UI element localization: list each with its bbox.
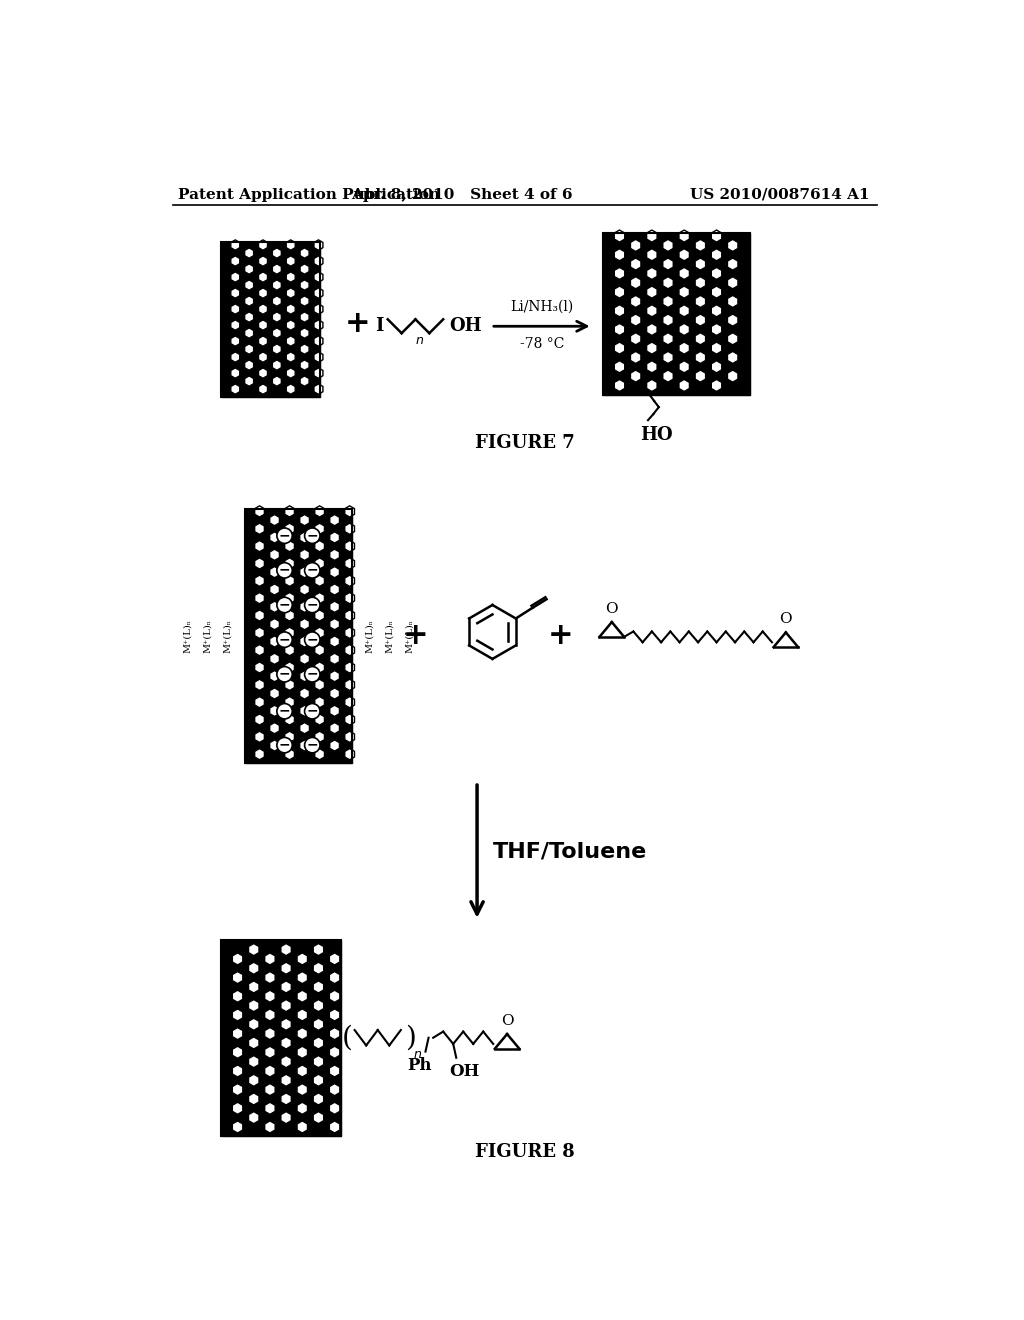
Text: −: − bbox=[306, 738, 318, 751]
Text: O: O bbox=[779, 612, 793, 626]
Circle shape bbox=[276, 738, 292, 752]
Text: −: − bbox=[279, 562, 291, 577]
Text: −: − bbox=[306, 597, 318, 611]
Text: n: n bbox=[416, 334, 423, 347]
Circle shape bbox=[304, 597, 319, 612]
Text: −: − bbox=[279, 528, 291, 543]
Text: +: + bbox=[548, 622, 573, 651]
Bar bbox=[221, 940, 341, 1137]
Text: n: n bbox=[414, 1048, 422, 1061]
Text: US 2010/0087614 A1: US 2010/0087614 A1 bbox=[690, 187, 869, 202]
Bar bbox=[221, 940, 341, 1137]
Bar bbox=[245, 508, 352, 763]
Text: +: + bbox=[345, 309, 371, 338]
Circle shape bbox=[304, 528, 319, 544]
Bar bbox=[603, 234, 750, 395]
Text: −: − bbox=[306, 667, 318, 681]
Text: ): ) bbox=[404, 1024, 416, 1051]
Circle shape bbox=[276, 528, 292, 544]
Text: Patent Application Publication: Patent Application Publication bbox=[178, 187, 440, 202]
Circle shape bbox=[276, 704, 292, 719]
Circle shape bbox=[276, 632, 292, 647]
Text: M⁺(L)ₙ: M⁺(L)ₙ bbox=[223, 619, 232, 653]
Text: M⁺(L)ₙ: M⁺(L)ₙ bbox=[404, 619, 414, 653]
Text: (: ( bbox=[341, 1024, 352, 1051]
Text: −: − bbox=[279, 632, 291, 645]
Text: −: − bbox=[279, 667, 291, 681]
Text: +: + bbox=[402, 622, 428, 651]
Bar bbox=[221, 242, 319, 397]
Circle shape bbox=[276, 667, 292, 682]
Text: O: O bbox=[501, 1014, 513, 1028]
Text: −: − bbox=[306, 528, 318, 543]
Text: Li/NH₃(l): Li/NH₃(l) bbox=[510, 300, 573, 314]
Circle shape bbox=[276, 562, 292, 578]
Circle shape bbox=[304, 632, 319, 647]
Circle shape bbox=[304, 562, 319, 578]
Text: I: I bbox=[376, 317, 384, 335]
Text: −: − bbox=[279, 704, 291, 718]
Circle shape bbox=[304, 738, 319, 752]
Text: FIGURE 7: FIGURE 7 bbox=[475, 434, 574, 453]
Circle shape bbox=[304, 667, 319, 682]
Text: −: − bbox=[279, 597, 291, 611]
Text: OH: OH bbox=[449, 1063, 479, 1080]
Text: -78 °C: -78 °C bbox=[519, 337, 564, 351]
Text: −: − bbox=[306, 632, 318, 645]
Text: M⁺(L)ₙ: M⁺(L)ₙ bbox=[203, 619, 212, 653]
Text: FIGURE 8: FIGURE 8 bbox=[475, 1143, 574, 1160]
Text: O: O bbox=[605, 602, 618, 616]
Text: HO: HO bbox=[640, 426, 673, 445]
Text: −: − bbox=[279, 738, 291, 751]
Circle shape bbox=[304, 704, 319, 719]
Bar bbox=[245, 508, 352, 763]
Text: −: − bbox=[306, 704, 318, 718]
Circle shape bbox=[276, 597, 292, 612]
Text: OH: OH bbox=[450, 317, 482, 335]
Bar bbox=[603, 234, 750, 395]
Text: Apr. 8, 2010   Sheet 4 of 6: Apr. 8, 2010 Sheet 4 of 6 bbox=[351, 187, 572, 202]
Text: M⁺(L)ₙ: M⁺(L)ₙ bbox=[183, 619, 193, 653]
Bar bbox=[221, 242, 319, 397]
Text: Ph: Ph bbox=[408, 1057, 431, 1074]
Text: THF/Toluene: THF/Toluene bbox=[493, 841, 647, 862]
Text: −: − bbox=[306, 562, 318, 577]
Text: M⁺(L)ₙ: M⁺(L)ₙ bbox=[365, 619, 374, 653]
Text: M⁺(L)ₙ: M⁺(L)ₙ bbox=[385, 619, 394, 653]
